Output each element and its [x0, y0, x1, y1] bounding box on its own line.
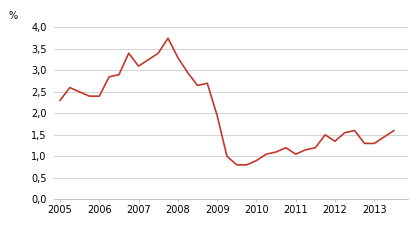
Text: %: % [8, 11, 17, 21]
